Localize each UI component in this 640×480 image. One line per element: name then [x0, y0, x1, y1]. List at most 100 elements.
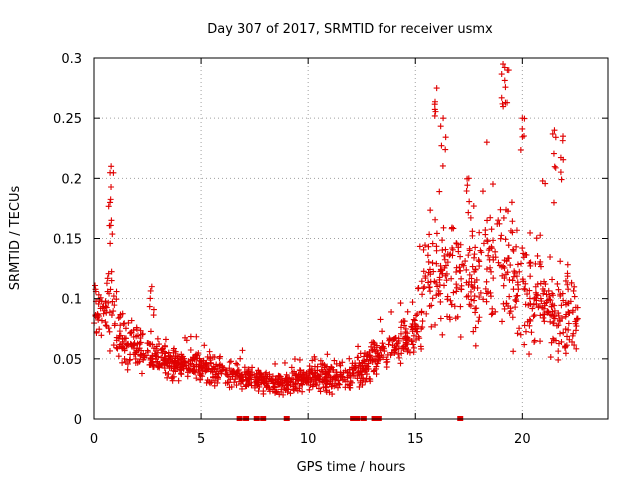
data-point	[356, 360, 363, 367]
data-point	[551, 337, 558, 344]
data-point	[118, 343, 125, 350]
data-point	[430, 268, 437, 275]
data-point	[424, 252, 431, 259]
data-point	[272, 360, 279, 367]
data-point	[465, 292, 472, 299]
data-point	[527, 259, 534, 266]
data-point	[314, 367, 321, 374]
data-point	[235, 366, 242, 373]
data-point	[95, 300, 102, 307]
data-point	[549, 308, 556, 315]
data-point	[222, 370, 229, 377]
data-point	[421, 283, 428, 290]
data-point	[168, 354, 175, 361]
data-point	[274, 379, 281, 386]
data-point	[123, 341, 130, 348]
y-tick-label: 0.05	[53, 353, 82, 368]
y-tick-label: 0.3	[61, 52, 82, 67]
data-point	[504, 269, 511, 276]
data-point	[537, 263, 544, 270]
data-point	[261, 380, 268, 387]
data-point	[388, 308, 395, 315]
data-point	[562, 350, 569, 357]
data-point	[139, 331, 146, 338]
data-point	[466, 278, 473, 285]
data-point	[373, 342, 380, 349]
data-point	[558, 176, 565, 183]
data-point	[463, 266, 470, 273]
data-point	[356, 383, 363, 390]
data-point	[546, 296, 553, 303]
data-point	[270, 383, 277, 390]
data-point	[260, 390, 267, 397]
data-point	[165, 371, 172, 378]
data-point	[103, 280, 110, 287]
data-point	[427, 278, 434, 285]
data-point	[499, 100, 506, 107]
data-point	[411, 317, 418, 324]
data-point	[425, 243, 432, 250]
data-point	[452, 315, 459, 322]
data-point	[423, 310, 430, 317]
data-point	[419, 324, 426, 331]
data-point	[490, 237, 497, 244]
data-point	[507, 262, 514, 269]
data-point	[288, 364, 295, 371]
data-point	[113, 288, 120, 295]
data-point	[527, 301, 534, 308]
data-point	[488, 293, 494, 300]
data-point	[309, 357, 316, 364]
data-point	[379, 328, 386, 335]
data-point	[298, 378, 305, 385]
data-point	[472, 244, 479, 251]
data-point	[144, 347, 151, 354]
data-point	[432, 321, 439, 328]
data-point	[271, 384, 278, 391]
data-point	[568, 279, 575, 286]
data-point	[527, 273, 534, 280]
x-tick-label: 15	[407, 432, 424, 447]
data-point	[242, 374, 249, 381]
data-point	[545, 287, 552, 294]
data-point	[220, 366, 227, 373]
data-point	[120, 320, 127, 327]
data-point	[550, 150, 557, 157]
data-point	[477, 247, 484, 254]
data-point	[472, 342, 479, 349]
data-point	[317, 357, 324, 364]
data-point	[501, 305, 508, 312]
data-point	[444, 259, 451, 266]
data-point	[237, 380, 244, 387]
data-point	[109, 231, 116, 238]
data-point	[510, 247, 517, 254]
data-point	[537, 303, 544, 310]
data-point	[311, 353, 318, 360]
data-point	[349, 379, 356, 386]
y-tick-label: 0.15	[53, 233, 82, 248]
data-point	[227, 376, 234, 383]
data-point	[496, 220, 503, 227]
data-point	[132, 349, 139, 356]
data-point	[108, 277, 115, 284]
data-point	[126, 357, 133, 364]
data-point	[565, 308, 572, 315]
data-point	[336, 381, 343, 388]
data-point	[147, 328, 154, 335]
data-point	[471, 254, 478, 261]
data-point	[401, 345, 408, 352]
data-point	[483, 278, 490, 285]
data-point	[284, 378, 291, 385]
data-point	[291, 356, 298, 363]
data-point	[519, 125, 526, 132]
data-point	[326, 367, 333, 374]
data-point	[531, 337, 538, 344]
data-point	[527, 229, 534, 236]
data-point	[490, 275, 497, 282]
data-point	[522, 328, 529, 335]
data-point	[216, 362, 223, 369]
data-point	[409, 341, 416, 348]
data-point	[466, 271, 473, 278]
data-point	[556, 318, 563, 325]
data-point	[501, 77, 508, 84]
data-point	[169, 358, 176, 365]
